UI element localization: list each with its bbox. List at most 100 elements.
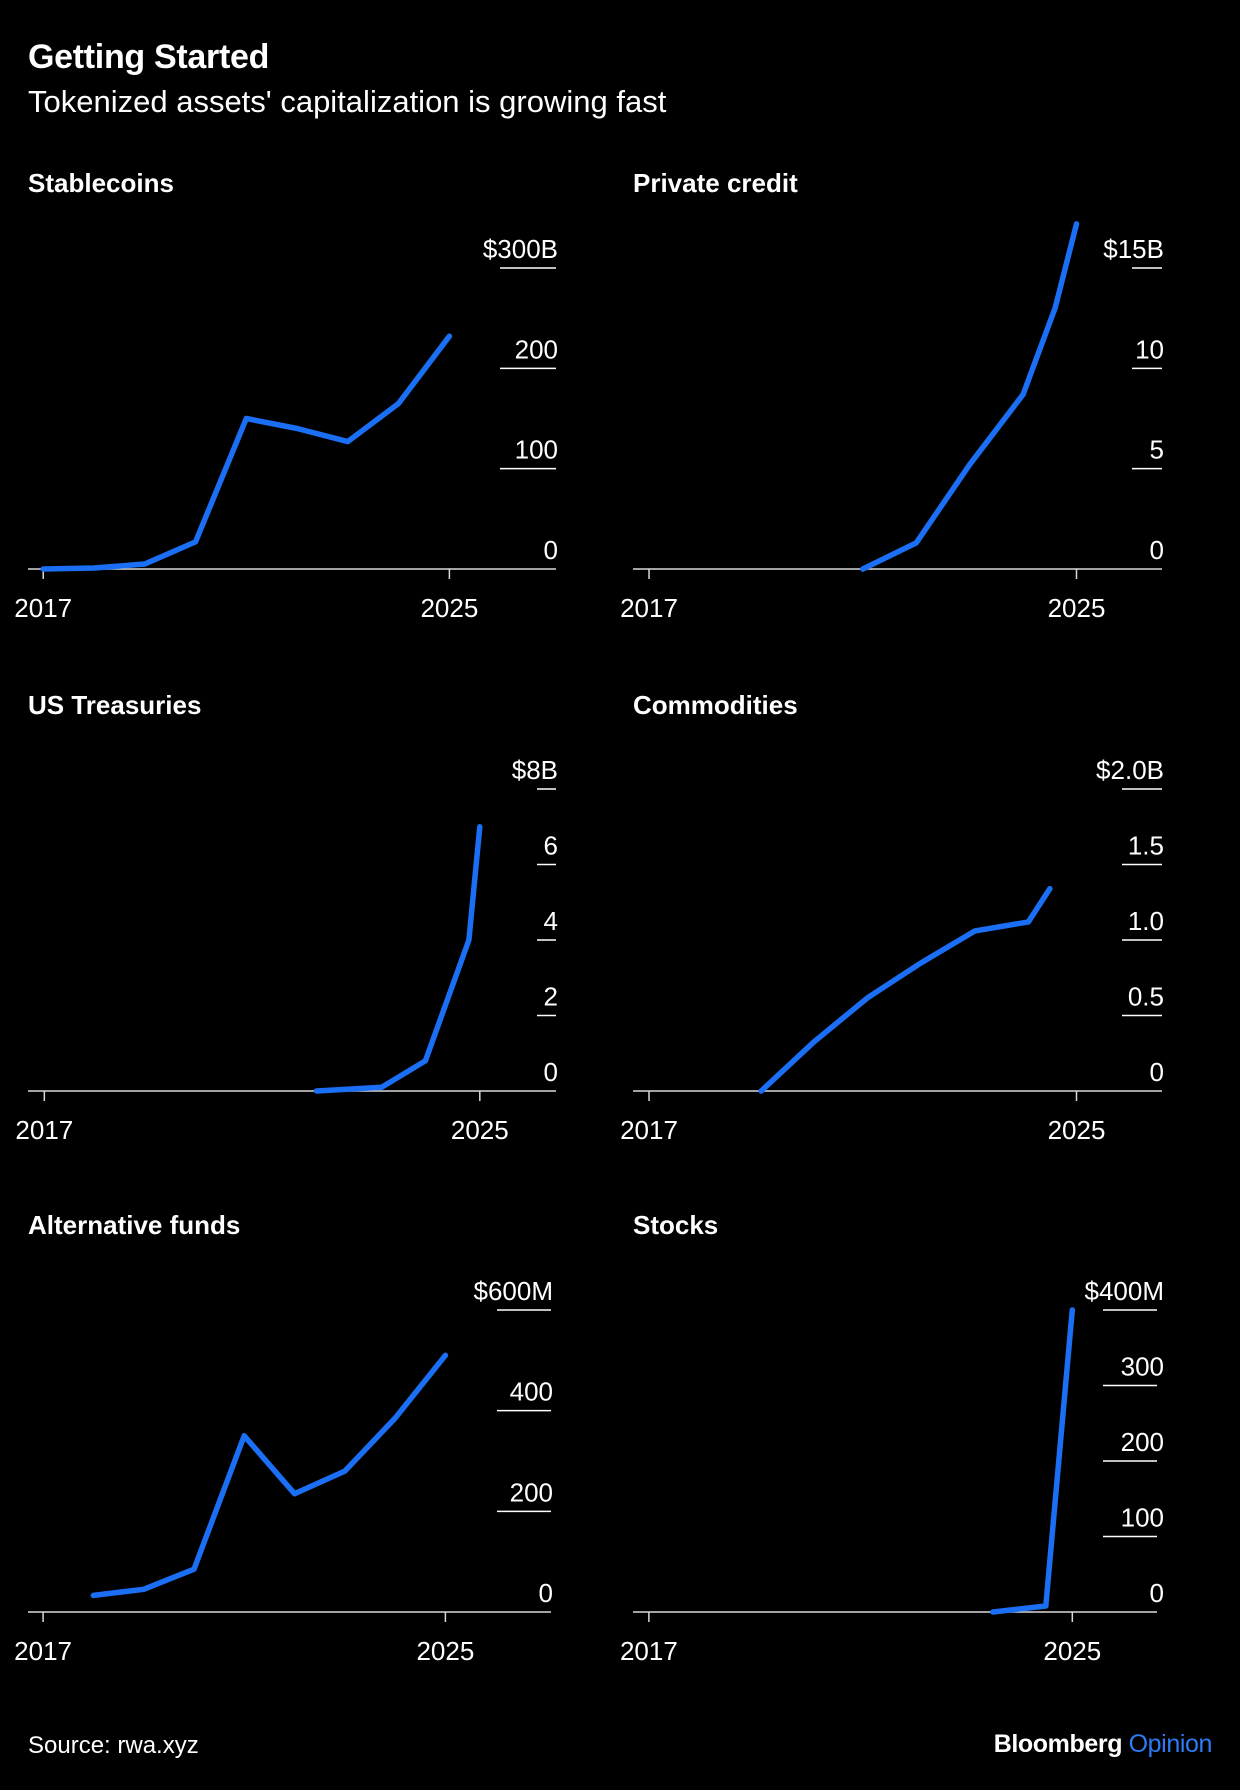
x-tick-label: 2025 [451,1115,509,1145]
y-tick-label: 100 [1121,1503,1164,1533]
data-point [1074,221,1080,227]
y-tick-label: 0 [544,1057,558,1087]
x-tick-label: 2025 [416,1636,474,1666]
data-point [292,1491,298,1497]
data-point [1025,919,1031,925]
chart-stocks: 0 100 200 300 $400M 2017 2025 [620,1276,1164,1666]
x-tick-label: 2017 [15,1115,73,1145]
y-tick-label: 200 [515,334,558,364]
x-tick-label: 2025 [420,593,478,623]
series-line-stablecoins [40,333,453,572]
data-point [142,561,148,567]
y-tick-label: 0.5 [1128,982,1164,1012]
data-point [243,416,249,421]
source-note: Source: rwa.xyz [28,1732,199,1759]
data-point [342,1468,348,1474]
x-tick-label: 2017 [620,1115,678,1145]
data-point [392,1415,398,1421]
chart-alternative-funds: 0 200 400 $600M 2017 2025 [14,1276,553,1666]
y-tick-label: $8B [512,755,558,785]
y-tick-label: 0 [1150,1578,1164,1608]
chart-commodities: 0 0.5 1.0 1.5 $2.0B 2017 2025 [620,755,1164,1145]
data-point [865,994,871,1000]
series-line-commodities [758,885,1053,1094]
data-point [860,566,866,572]
series-line-private-credit [860,221,1080,572]
data-point [40,566,46,572]
data-point [141,1586,147,1592]
y-tick-label: 200 [510,1477,553,1507]
y-tick-label: 0 [539,1578,553,1608]
y-tick-label: 0 [1150,1057,1164,1087]
data-point [379,1084,385,1090]
data-point [1043,1603,1049,1609]
panel-title-private-credit: Private credit [633,168,798,198]
series-line-stocks [990,1307,1076,1615]
y-tick-label: 200 [1121,1427,1164,1457]
y-tick-label: $15B [1103,234,1164,264]
y-tick-label: $400M [1085,1276,1165,1306]
data-point [812,1038,818,1044]
y-tick-label: 5 [1150,435,1164,465]
data-point [345,439,351,445]
data-point [191,1566,197,1572]
data-point [758,1088,764,1094]
panel-title-alternative-funds: Alternative funds [28,1210,241,1240]
logo-suffix: Opinion [1128,1730,1213,1758]
chart-us-treasuries: 0 2 4 6 $8B 2017 2025 [15,755,558,1145]
panel-title-stocks: Stocks [633,1210,719,1240]
chart-private-credit: 0 5 10 $15B 2017 2025 [620,221,1164,623]
data-point [422,1058,428,1064]
chart-title: Getting Started [28,38,270,76]
data-point [396,400,402,406]
data-point [241,1433,247,1439]
data-point [1069,1307,1075,1313]
data-point [972,928,978,934]
data-point [477,824,483,830]
y-tick-label: 100 [515,435,558,465]
data-point [990,1609,996,1615]
y-tick-label: 300 [1121,1352,1164,1382]
chart-subtitle: Tokenized assets' capitalization is grow… [28,84,667,119]
data-point [967,462,973,468]
y-tick-label: 0 [1150,535,1164,565]
x-tick-label: 2025 [1043,1636,1101,1666]
x-tick-label: 2017 [14,1636,72,1666]
logo-brand: Bloomberg [993,1730,1123,1758]
data-point [193,539,199,545]
y-tick-label: 6 [544,831,558,861]
data-point [466,937,472,943]
y-tick-label: $600M [474,1276,554,1306]
bloomberg-opinion-logo: Bloomberg Opinion [993,1730,1213,1759]
y-tick-label: 0 [544,535,558,565]
y-tick-label: 2 [544,982,558,1012]
y-tick-label: 1.5 [1128,831,1164,861]
data-point [313,1088,319,1094]
data-point [294,426,300,432]
x-tick-label: 2017 [620,593,678,623]
data-point [442,1352,448,1358]
series-line-us-treasuries [313,824,483,1094]
y-tick-label: 400 [510,1377,553,1407]
data-point [913,540,919,546]
data-point [1020,391,1026,397]
data-point [919,960,925,966]
y-tick-label: $2.0B [1096,755,1164,785]
x-tick-label: 2017 [620,1636,678,1666]
chart-stablecoins: 0 100 200 $300B 2017 2025 [14,234,558,623]
data-point [446,333,452,339]
data-point [1047,886,1053,892]
y-tick-label: 4 [544,906,558,936]
y-tick-label: 10 [1135,334,1164,364]
x-tick-label: 2025 [1048,1115,1106,1145]
data-point [91,565,97,571]
y-tick-label: 1.0 [1128,906,1164,936]
series-line-alternative-funds [90,1352,449,1599]
panel-title-stablecoins: Stablecoins [28,168,174,198]
x-tick-label: 2025 [1048,593,1106,623]
x-tick-label: 2017 [14,593,72,623]
data-point [1052,305,1058,311]
panel-title-us-treasuries: US Treasuries [28,690,202,720]
y-tick-label: $300B [483,234,558,264]
